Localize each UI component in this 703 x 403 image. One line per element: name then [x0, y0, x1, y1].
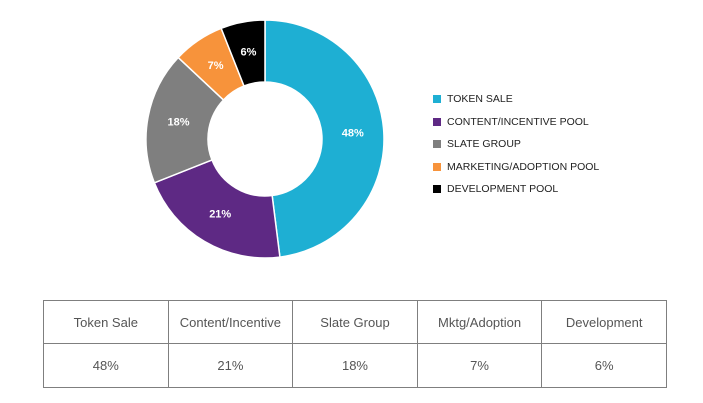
slice-value-label: 18% — [168, 117, 190, 129]
legend-label: CONTENT/INCENTIVE POOL — [447, 115, 589, 128]
legend-swatch — [433, 117, 441, 126]
legend-item: MARKETING/ADOPTION POOL — [433, 156, 599, 179]
table-value-row: 48% 21% 18% 7% 6% — [43, 343, 667, 388]
table-header-cell: Mktg/Adoption — [416, 300, 543, 344]
legend-item: DEVELOPMENT POOL — [433, 178, 599, 201]
table-header-cell: Slate Group — [292, 300, 418, 344]
table-header-cell: Token Sale — [43, 300, 169, 344]
slice-value-label: 21% — [209, 209, 231, 221]
allocation-table: Token Sale Content/Incentive Slate Group… — [43, 300, 667, 388]
legend-swatch — [433, 95, 441, 104]
legend-label: TOKEN SALE — [447, 93, 513, 106]
table-value-cell: 7% — [416, 343, 543, 388]
table-value-cell: 18% — [292, 343, 418, 388]
table-value-cell: 21% — [167, 343, 294, 388]
donut-chart: 48% 21% 18% 7% 6% — [145, 19, 385, 259]
legend-swatch — [433, 185, 441, 194]
table-header-row: Token Sale Content/Incentive Slate Group… — [43, 300, 667, 344]
donut-slice — [264, 19, 385, 258]
donut-slice — [220, 19, 266, 87]
donut-slice — [153, 159, 281, 259]
table-header-cell: Content/Incentive — [167, 300, 294, 344]
legend-item: CONTENT/INCENTIVE POOL — [433, 111, 599, 134]
table-value-cell: 6% — [541, 343, 667, 388]
legend-item: TOKEN SALE — [433, 88, 599, 111]
legend-label: MARKETING/ADOPTION POOL — [447, 160, 600, 173]
legend-swatch — [433, 140, 441, 149]
table-value-cell: 48% — [43, 343, 169, 388]
slice-value-label: 48% — [342, 127, 364, 139]
legend-item: SLATE GROUP — [433, 133, 599, 156]
legend-swatch — [433, 162, 441, 171]
legend-label: DEVELOPMENT POOL — [447, 183, 559, 196]
table-header-cell: Development — [541, 300, 667, 344]
legend-label: SLATE GROUP — [447, 138, 521, 151]
slice-value-label: 7% — [208, 60, 224, 72]
slice-value-label: 6% — [241, 47, 257, 59]
chart-legend: TOKEN SALE CONTENT/INCENTIVE POOL SLATE GR… — [433, 88, 599, 201]
